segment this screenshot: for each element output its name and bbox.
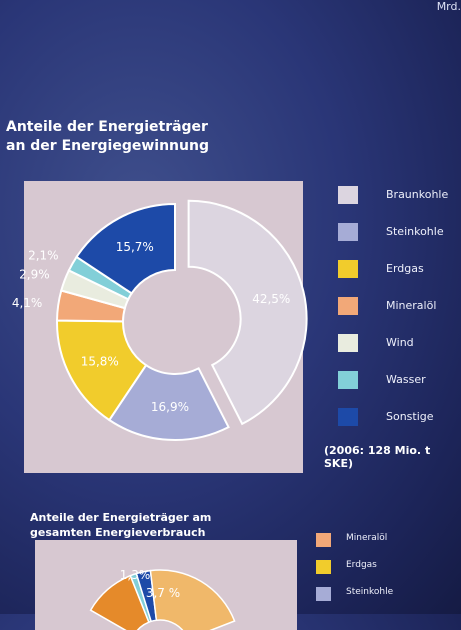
legend-label: Wasser xyxy=(386,373,426,386)
slice-label-wind: 2,9% xyxy=(19,268,50,282)
legend-swatch xyxy=(338,297,358,315)
chart-1-note: (2006: 128 Mio. t SKE) xyxy=(324,444,431,470)
slice-label-braunkohle: 42,5% xyxy=(252,292,290,306)
chart-1-title: Anteile der Energieträger an der Energie… xyxy=(6,119,209,154)
slice-braunkohle xyxy=(187,199,308,426)
legend-label: Steinkohle xyxy=(346,587,394,597)
legend-swatch xyxy=(316,560,331,574)
legend-swatch xyxy=(338,223,358,241)
slice-label-sonstige: 15,7% xyxy=(116,240,154,254)
chart-1-donut: 42,5% 16,9% 15,8% 4,1% 2,9% 2,1% 15,7% xyxy=(12,199,308,441)
chart-2-title: Anteile der Energieträger am gesamten En… xyxy=(30,511,212,539)
legend-label: Mineralöl xyxy=(346,533,388,543)
legend-label: Wind xyxy=(386,336,414,349)
legend-swatch xyxy=(316,587,331,601)
legend-swatch xyxy=(338,371,358,389)
slice-label-steinkohle: 16,9% xyxy=(151,400,189,414)
slice-sonstige xyxy=(75,202,176,295)
legend-label: Sonstige xyxy=(386,410,434,423)
legend-swatch xyxy=(338,408,358,426)
top-fragment-text: Mrd. xyxy=(436,0,461,13)
legend-swatch xyxy=(338,334,358,352)
slice-label-mineraloel: 4,1% xyxy=(12,296,43,310)
legend-label: Mineralöl xyxy=(386,299,437,312)
chart-2-donut: 1,3% 3,7 % xyxy=(89,568,236,630)
legend-swatch xyxy=(316,533,331,547)
legend-swatch xyxy=(338,260,358,278)
legend-label: Braunkohle xyxy=(386,188,449,201)
slice-label-erdgas: 15,8% xyxy=(81,355,119,369)
chart-2-slice-label: 1,3% xyxy=(120,568,151,582)
legend-label: Steinkohle xyxy=(386,225,444,238)
slice-label-wasser: 2,1% xyxy=(28,249,59,263)
legend-label: Erdgas xyxy=(386,262,424,275)
chart-2-slice-label: 3,7 % xyxy=(146,586,180,600)
legend-swatch xyxy=(338,186,358,204)
legend-label: Erdgas xyxy=(346,560,377,570)
